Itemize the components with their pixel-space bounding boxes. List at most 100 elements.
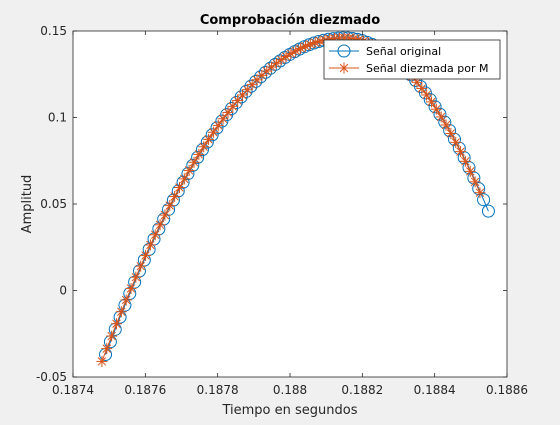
asterisk-stroke — [432, 104, 441, 114]
asterisk-stroke — [175, 183, 184, 192]
asterisk-stroke — [267, 62, 276, 72]
data-point-decimated — [450, 136, 462, 148]
data-point-decimated — [188, 156, 200, 168]
legend-label-original: Señal original — [366, 45, 441, 58]
asterisk-stroke — [417, 84, 427, 93]
asterisk-stroke — [151, 230, 160, 239]
asterisk-stroke — [199, 142, 208, 151]
asterisk-stroke — [301, 41, 310, 51]
legend-marker-original — [337, 44, 351, 58]
asterisk-stroke — [165, 201, 175, 210]
data-point-decimated — [207, 126, 219, 138]
asterisk-stroke — [160, 210, 170, 220]
x-tick-label: 0.1882 — [341, 383, 383, 397]
asterisk-stroke — [475, 188, 485, 197]
asterisk-stroke — [112, 319, 121, 329]
series-layer — [96, 31, 495, 367]
data-point-original — [181, 167, 195, 181]
y-axis-label: Amplitud — [20, 175, 35, 234]
x-tick-label: 0.1886 — [486, 383, 528, 397]
asterisk-stroke — [461, 157, 470, 166]
data-point-decimated — [154, 219, 166, 231]
plot-area — [73, 31, 507, 377]
data-point-original — [210, 121, 224, 135]
x-tick-label: 0.1874 — [52, 383, 94, 397]
asterisk-stroke — [441, 120, 451, 130]
data-point-decimated — [232, 95, 244, 107]
asterisk-stroke — [262, 66, 271, 76]
legend-asterisk — [338, 62, 350, 74]
data-point-original — [423, 93, 437, 107]
data-point-decimated — [193, 148, 205, 160]
data-point-decimated — [101, 343, 113, 355]
legend-label-decimated: Señal diezmada por M — [366, 62, 489, 75]
asterisk-stroke — [456, 147, 465, 156]
data-point-decimated — [203, 133, 215, 145]
data-point-original — [200, 135, 214, 149]
data-point-decimated — [430, 103, 442, 115]
asterisk-stroke — [107, 331, 116, 341]
asterisk-stroke — [204, 135, 213, 144]
asterisk-stroke — [97, 357, 107, 366]
data-point-decimated — [445, 127, 457, 139]
data-point-decimated — [106, 330, 118, 342]
asterisk-stroke — [189, 158, 199, 167]
data-point-original — [186, 158, 200, 172]
data-point-original — [472, 182, 486, 196]
data-point-decimated — [135, 260, 147, 272]
data-point-decimated — [149, 229, 161, 241]
asterisk-stroke — [466, 167, 475, 176]
data-point-decimated — [183, 164, 195, 176]
asterisk-stroke — [436, 112, 446, 122]
asterisk-stroke — [170, 192, 179, 201]
data-point-original — [433, 107, 447, 121]
asterisk-stroke — [306, 40, 315, 49]
asterisk-stroke — [141, 251, 150, 260]
x-axis-label: Tiempo en segundos — [221, 403, 357, 418]
x-tick-label: 0.188 — [273, 383, 307, 397]
asterisk-stroke — [102, 344, 112, 353]
chart-title: Comprobación diezmado — [200, 13, 380, 28]
asterisk-stroke — [446, 129, 456, 138]
data-point-decimated — [314, 35, 326, 47]
data-point-decimated — [435, 111, 447, 123]
data-point-original — [467, 171, 481, 185]
asterisk-stroke — [233, 96, 242, 105]
x-tick-label: 0.1884 — [414, 383, 456, 397]
data-point-original — [239, 84, 253, 98]
asterisk-stroke — [155, 220, 165, 230]
x-tick-label: 0.1876 — [124, 383, 166, 397]
asterisk-stroke — [209, 128, 218, 137]
data-point-decimated — [144, 239, 156, 251]
legend-marker-decimated — [338, 62, 350, 74]
data-point-decimated — [110, 318, 122, 330]
data-point-decimated — [416, 82, 428, 94]
asterisk-stroke — [180, 174, 189, 184]
data-point-decimated — [212, 119, 224, 131]
data-point-original — [195, 143, 209, 157]
legend: Señal original Señal diezmada por M — [323, 39, 501, 80]
data-point-decimated — [425, 96, 437, 108]
data-point-decimated — [217, 113, 229, 125]
data-point-decimated — [227, 100, 239, 112]
asterisk-stroke — [121, 295, 131, 305]
data-point-decimated — [299, 40, 311, 52]
data-point-decimated — [115, 306, 127, 318]
data-point-decimated — [198, 141, 210, 153]
asterisk-stroke — [136, 261, 145, 271]
data-point-original — [249, 74, 263, 88]
y-tick-label: -0.05 — [36, 370, 67, 384]
asterisk-stroke — [228, 102, 238, 111]
data-point-original — [176, 175, 190, 189]
data-point-decimated — [222, 106, 234, 118]
asterisk-stroke — [339, 63, 349, 73]
asterisk-stroke — [315, 36, 325, 46]
asterisk-stroke — [277, 55, 286, 65]
asterisk-stroke — [126, 284, 136, 293]
ticks-layer: 0.1874 0.1876 0.1878 0.188 0.1882 0.1884 0.188… — [36, 24, 528, 397]
data-point-decimated — [140, 249, 152, 261]
asterisk-stroke — [218, 114, 228, 124]
data-point-original — [244, 79, 258, 93]
legend-box — [323, 39, 501, 80]
